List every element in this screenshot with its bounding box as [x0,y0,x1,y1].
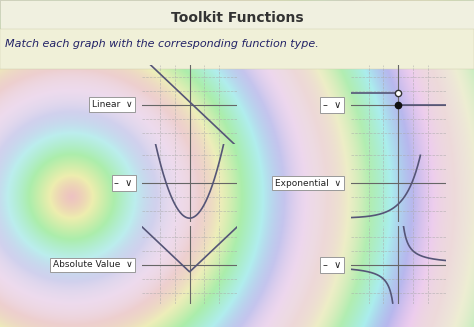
Text: Match each graph with the corresponding function type.: Match each graph with the corresponding … [5,39,319,49]
Text: Linear  ∨: Linear ∨ [92,100,133,109]
Text: –  ∨: – ∨ [323,260,341,270]
Bar [0,29,474,69]
Text: Exponential  ∨: Exponential ∨ [275,179,341,188]
Text: –  ∨: – ∨ [114,178,133,188]
Bar [0,0,474,29]
Text: Toolkit Functions: Toolkit Functions [171,11,303,26]
Text: –  ∨: – ∨ [323,100,341,110]
Text: Absolute Value  ∨: Absolute Value ∨ [53,260,133,269]
